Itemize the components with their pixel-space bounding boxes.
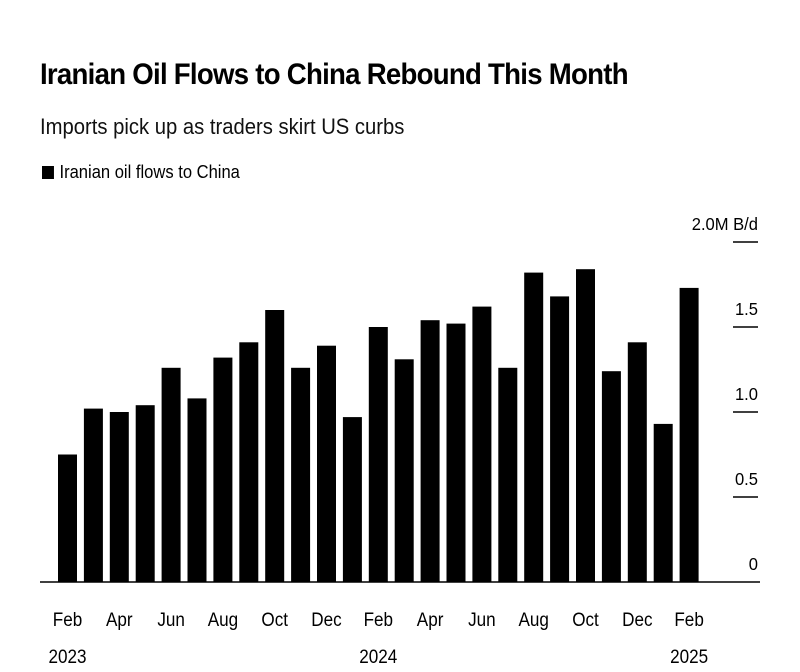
x-tick-label: Jun xyxy=(157,609,185,630)
x-tick-label: Jun xyxy=(468,609,496,630)
bar-sep-2023 xyxy=(239,342,259,582)
bar-oct-2024 xyxy=(576,269,595,582)
x-tick-year-label: 2025 xyxy=(670,646,708,667)
bar-feb-2024 xyxy=(368,327,388,582)
y-tick-label: 0.5 xyxy=(735,468,758,489)
bar-jul-2023 xyxy=(187,398,207,582)
x-tick-year-label: 2023 xyxy=(48,646,86,667)
x-tick-label: Aug xyxy=(518,609,548,630)
bar-aug-2024 xyxy=(524,272,544,582)
y-tick-label: 1.5 xyxy=(735,298,758,319)
bar-feb-2023 xyxy=(58,454,77,582)
bar-dec-2024 xyxy=(627,342,647,582)
legend: Iranian oil flows to China xyxy=(42,162,240,183)
bar-jul-2024 xyxy=(498,367,518,582)
legend-swatch xyxy=(42,166,54,179)
legend-label: Iranian oil flows to China xyxy=(59,162,240,182)
bar-mar-2023 xyxy=(83,408,103,582)
y-tick-label: 1.0 xyxy=(735,383,758,404)
x-tick-label: Aug xyxy=(208,609,238,630)
bar-mar-2024 xyxy=(394,359,414,582)
chart-subtitle: Imports pick up as traders skirt US curb… xyxy=(40,114,405,139)
bar-jun-2024 xyxy=(472,306,492,582)
bar-oct-2023 xyxy=(265,310,285,582)
x-tick-label: Feb xyxy=(674,609,703,630)
bar-sep-2024 xyxy=(550,296,570,582)
y-tick-label: 0 xyxy=(749,553,758,574)
bar-dec-2023 xyxy=(317,345,336,582)
x-tick-year-label: 2024 xyxy=(359,646,397,667)
x-tick-label: Dec xyxy=(311,609,341,630)
y-tick-label: 2.0M B/d xyxy=(692,213,758,234)
bar-aug-2023 xyxy=(213,357,233,582)
x-tick-label: Oct xyxy=(572,609,599,630)
bar-apr-2024 xyxy=(420,320,440,582)
bar-jan-2025 xyxy=(653,423,673,582)
x-tick-label: Dec xyxy=(622,609,652,630)
bar-may-2024 xyxy=(446,323,466,582)
bar-nov-2023 xyxy=(291,367,311,582)
x-tick-label: Apr xyxy=(417,609,444,630)
bar-may-2023 xyxy=(135,405,155,582)
bar-nov-2024 xyxy=(601,371,621,582)
x-tick-label: Feb xyxy=(53,609,82,630)
chart-title: Iranian Oil Flows to China Rebound This … xyxy=(40,58,629,91)
bar-jan-2024 xyxy=(342,417,362,582)
bar-jun-2023 xyxy=(161,367,181,582)
x-tick-label: Oct xyxy=(261,609,288,630)
bar-apr-2023 xyxy=(109,412,129,582)
bar-feb-2025 xyxy=(679,287,699,582)
x-tick-label: Apr xyxy=(106,609,133,630)
x-tick-label: Feb xyxy=(364,609,393,630)
